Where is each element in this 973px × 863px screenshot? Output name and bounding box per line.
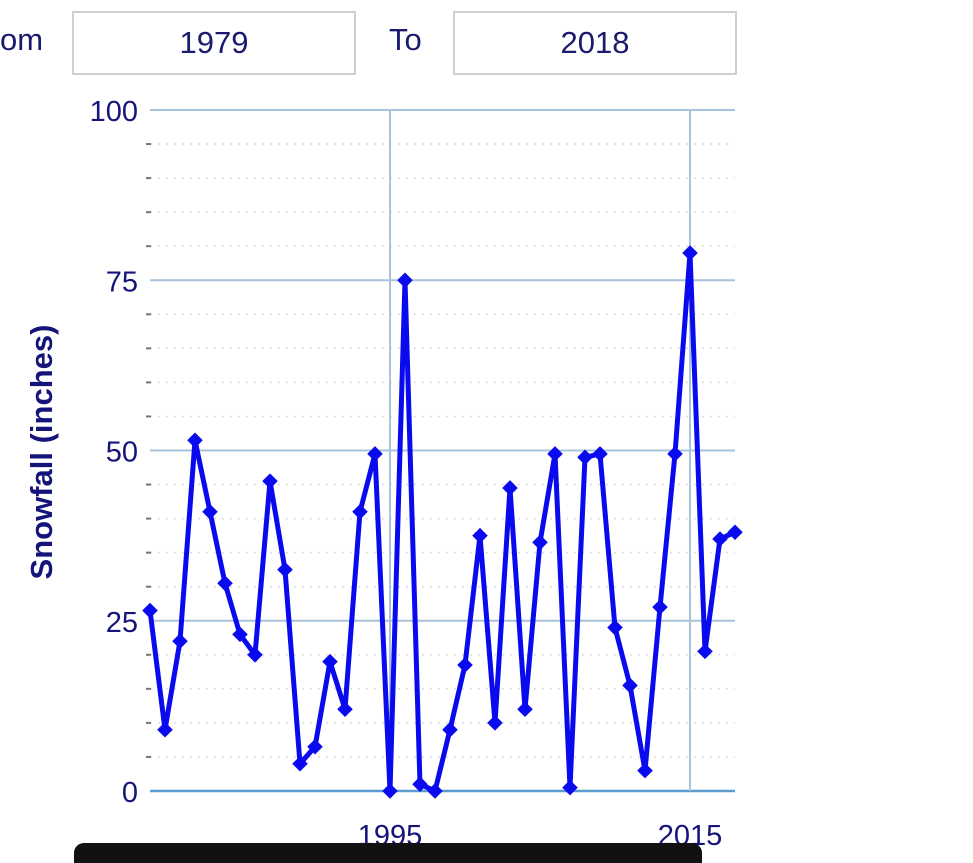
data-point-marker xyxy=(637,762,653,779)
data-point-marker xyxy=(337,701,353,718)
data-point-marker xyxy=(232,626,248,643)
data-point-marker xyxy=(322,653,338,670)
data-point-marker xyxy=(157,721,173,738)
data-point-marker xyxy=(502,480,518,496)
data-point-marker xyxy=(352,504,368,520)
data-point-marker xyxy=(397,272,413,289)
from-label: om xyxy=(0,22,44,57)
data-point-marker xyxy=(712,531,728,547)
data-point-marker xyxy=(187,432,203,449)
data-point-marker xyxy=(607,619,623,636)
data-point-marker xyxy=(697,643,713,660)
data-point-marker xyxy=(592,446,608,462)
data-point-marker xyxy=(172,633,188,649)
series-line xyxy=(147,252,737,795)
data-point-marker xyxy=(667,446,683,462)
data-point-marker xyxy=(217,575,233,592)
y-tick-label: 50 xyxy=(106,437,138,469)
data-point-marker xyxy=(442,721,458,738)
data-point-marker xyxy=(142,602,158,619)
data-point-marker xyxy=(532,534,548,551)
data-point-marker xyxy=(487,715,503,731)
data-point-marker xyxy=(457,657,473,673)
to-label: To xyxy=(389,22,422,57)
data-point-marker xyxy=(202,504,218,520)
data-point-marker xyxy=(727,524,743,540)
data-point-marker xyxy=(652,599,668,615)
data-point-marker xyxy=(427,783,443,799)
from-year-input[interactable] xyxy=(72,11,356,75)
bottom-bar xyxy=(74,843,702,863)
data-point-marker xyxy=(682,245,698,261)
data-point-marker xyxy=(412,776,428,792)
y-tick-label: 100 xyxy=(90,96,138,128)
y-axis-label: Snowfall (inches) xyxy=(24,325,59,580)
y-tick-label: 0 xyxy=(122,777,138,809)
data-point-marker xyxy=(547,446,563,462)
y-tick-label: 25 xyxy=(106,607,138,639)
data-point-marker xyxy=(562,779,578,796)
data-point-marker xyxy=(382,783,398,799)
data-point-marker xyxy=(517,701,533,718)
data-point-marker xyxy=(277,561,293,578)
to-year-input[interactable] xyxy=(453,11,737,75)
data-point-marker xyxy=(367,446,383,462)
data-point-marker xyxy=(577,449,593,466)
data-point-marker xyxy=(472,527,488,544)
data-point-marker xyxy=(262,473,278,489)
data-point-marker xyxy=(622,677,638,694)
y-tick-label: 75 xyxy=(106,266,138,298)
